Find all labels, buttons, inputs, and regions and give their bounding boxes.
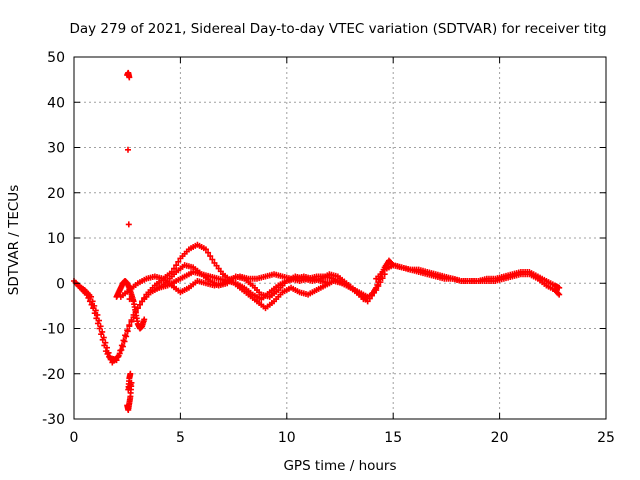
data-points [71,69,563,413]
data-point [105,349,112,356]
data-point [126,74,133,81]
data-point [126,323,133,330]
x-tick-label: 5 [176,430,185,446]
data-point [128,318,135,325]
data-point [141,316,148,323]
data-point [116,350,123,357]
series-G [124,69,135,413]
data-point [555,290,562,297]
y-tick-label: 0 [56,276,65,292]
x-tick-label: 10 [278,430,296,446]
data-point [124,328,131,335]
data-point [373,284,380,291]
y-tick-label: 50 [47,50,65,66]
data-point [556,284,563,291]
data-point [99,328,106,335]
data-point [202,246,209,253]
y-tick-label: 30 [47,141,65,157]
data-point [136,301,143,308]
x-tick-label: 20 [491,430,509,446]
x-tick-label: 25 [597,430,615,446]
data-point [374,281,381,288]
data-point [122,332,129,339]
y-tick-label: 10 [47,231,65,247]
x-axis-label: GPS time / hours [283,458,396,474]
data-point [127,370,134,377]
data-point [121,338,128,345]
data-point [100,334,107,341]
data-point [126,296,133,303]
y-tick-label: -10 [42,322,65,338]
x-tick-label: 0 [70,430,79,446]
data-point [96,317,103,324]
data-point [556,291,563,298]
x-tick-label: 15 [384,430,402,446]
data-point [124,146,131,153]
chart-title: Day 279 of 2021, Sidereal Day-to-day VTE… [69,21,606,37]
data-point [173,262,180,269]
data-point [120,337,127,344]
data-point [123,333,130,340]
data-point [171,265,178,272]
y-tick-label: -30 [42,412,65,428]
series-F [113,277,148,332]
axis-ticks: 0 5 10 15 20 25 -30 -20 -10 0 10 20 30 40 50 [42,50,615,446]
data-point [97,323,104,330]
data-point [175,258,182,265]
data-point [141,294,148,301]
data-point [94,311,101,318]
y-tick-label: -20 [42,367,65,383]
data-point [102,339,109,346]
data-point [89,298,96,305]
data-point [92,307,99,314]
data-point [209,256,216,263]
data-point [103,344,110,351]
y-tick-label: 20 [47,186,65,202]
y-axis-label: SDTVAR / TECUs [6,185,22,295]
data-point [88,293,95,300]
data-point [118,346,125,353]
y-tick-label: 40 [47,95,65,111]
data-point [115,353,122,360]
series-E [373,262,563,291]
data-point [205,249,212,256]
data-point [207,253,214,260]
data-point [91,302,98,309]
data-point [375,279,382,286]
data-point [125,221,132,228]
data-point [139,298,146,305]
data-point [119,343,126,350]
data-point [113,357,120,364]
